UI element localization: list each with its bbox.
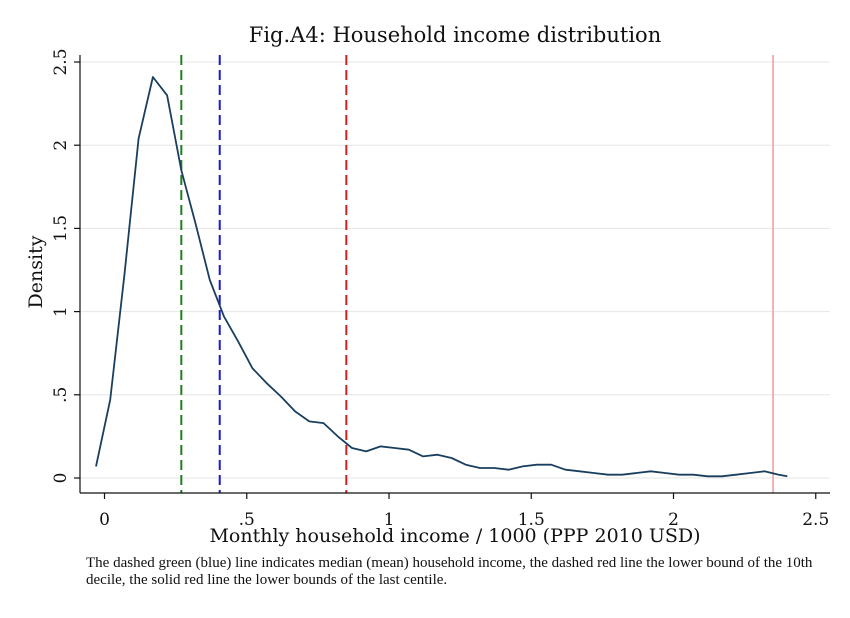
x-tick-label: 1 xyxy=(384,510,395,530)
y-tick-label: 2 xyxy=(51,140,71,151)
tick-labels: 0 .5 1 1.5 2 2.5 0 .5 1 1.5 2 2.5 xyxy=(51,48,829,530)
x-axis-label: Monthly household income / 1000 (PPP 201… xyxy=(209,525,700,547)
x-tick-label: .5 xyxy=(239,510,255,530)
x-tick-label: 0 xyxy=(99,510,110,530)
y-axis-label: Density xyxy=(25,235,47,308)
reference-lines xyxy=(180,55,774,493)
y-tick-label: 0 xyxy=(51,473,71,484)
y-tick-label: 1.5 xyxy=(51,215,71,242)
density-line xyxy=(95,76,788,478)
axes xyxy=(74,55,830,499)
series-group xyxy=(95,76,788,478)
x-tick-label: 1.5 xyxy=(518,510,545,530)
figure-note: The dashed green (blue) line indicates m… xyxy=(86,555,813,588)
y-tick-label: 1 xyxy=(51,306,71,317)
chart-title: Fig.A4: Household income distribution xyxy=(249,23,661,47)
y-tick-label: 2.5 xyxy=(51,48,71,75)
grid-lines xyxy=(80,61,830,479)
x-tick-label: 2 xyxy=(668,510,679,530)
x-tick-label: 2.5 xyxy=(802,510,829,530)
density-chart: Fig.A4: Household income distribution 0.… xyxy=(25,23,830,547)
y-tick-label: .5 xyxy=(51,387,71,403)
